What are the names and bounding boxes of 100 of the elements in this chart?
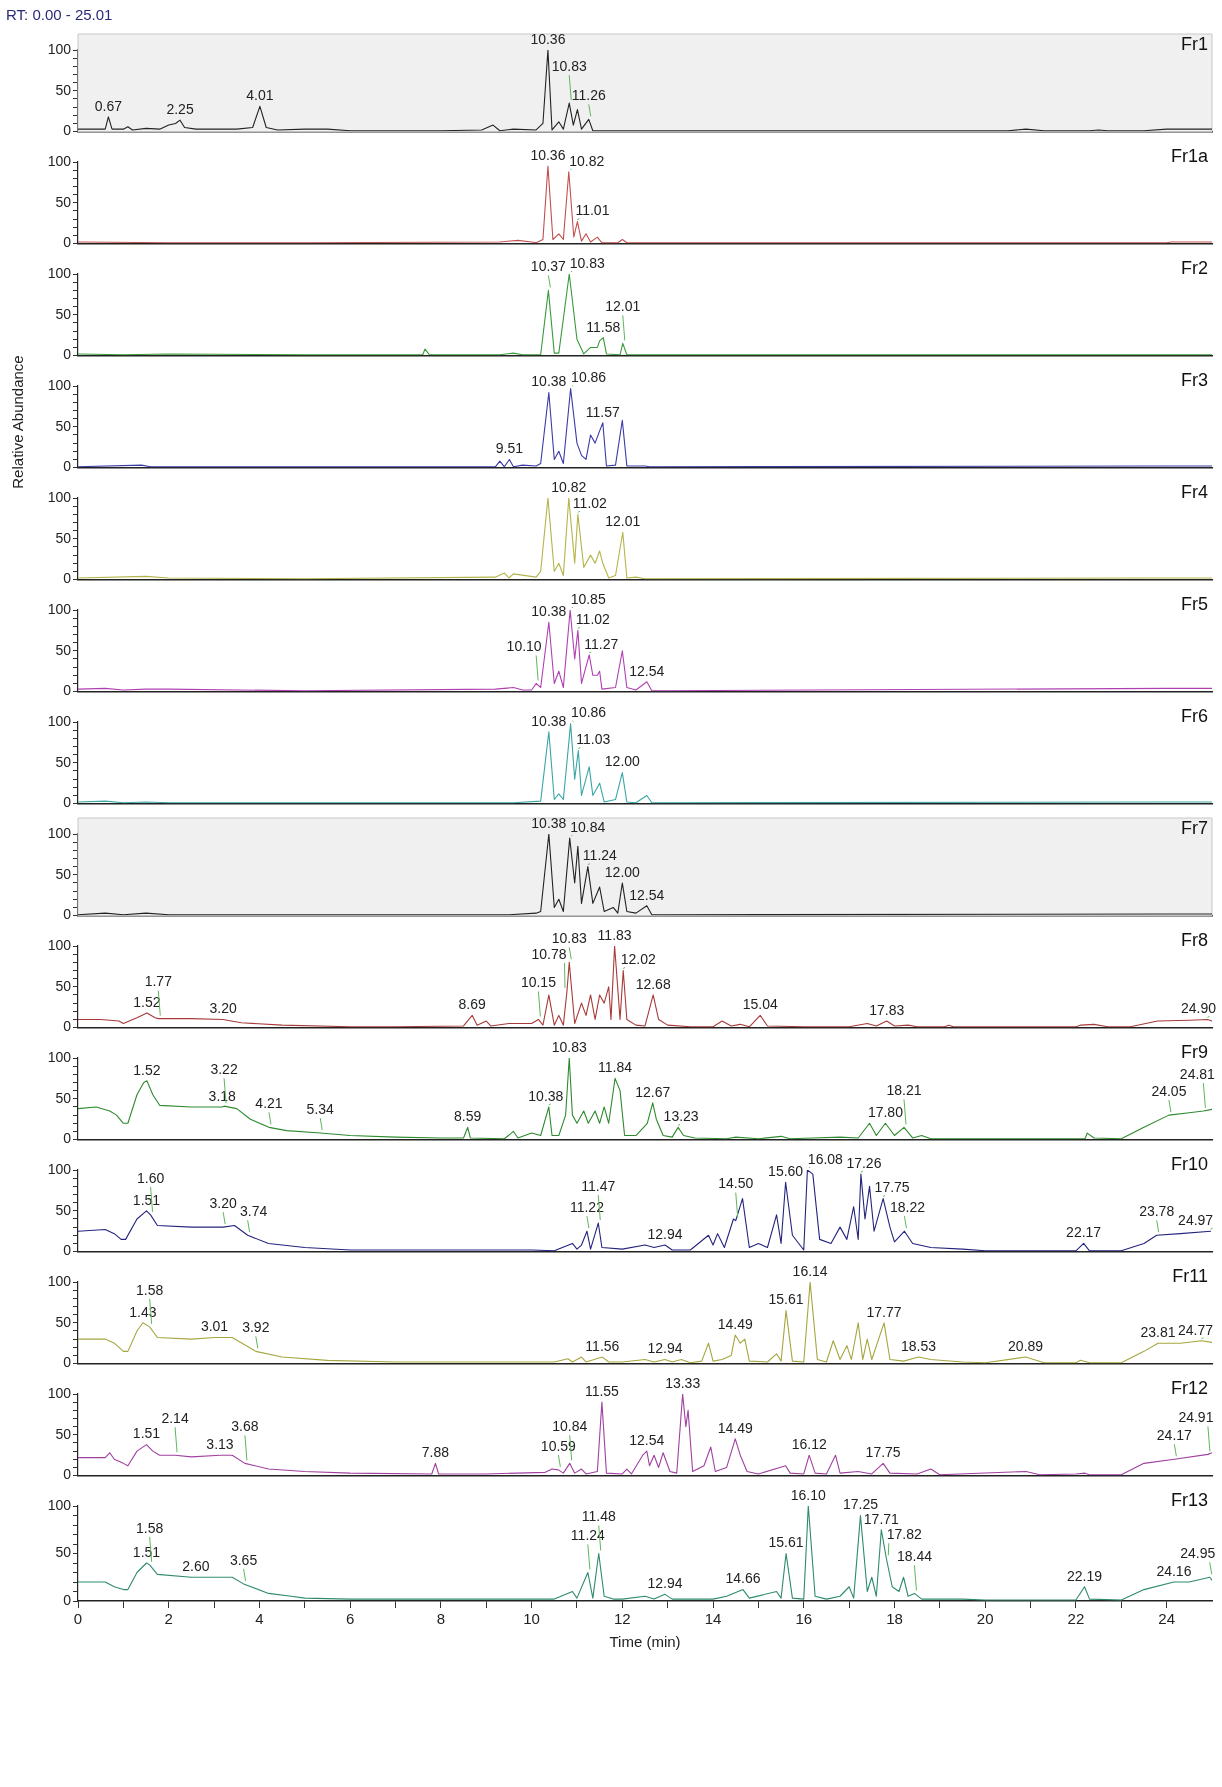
annotation: 24.91 xyxy=(1178,1409,1214,1426)
y-tick-label: 100 xyxy=(47,600,72,617)
x-tick-label: 6 xyxy=(345,1610,355,1628)
annotation: 16.08 xyxy=(807,1150,844,1167)
annotation: 10.82 xyxy=(569,152,605,169)
annotation: 12.68 xyxy=(635,975,671,992)
y-tick-label: 50 xyxy=(55,977,72,994)
annotation: 11.02 xyxy=(572,495,608,512)
y-tick-label: 0 xyxy=(63,906,72,923)
annotation: 14.49 xyxy=(717,1315,753,1332)
annotation: 24.16 xyxy=(1156,1562,1192,1579)
annotation: 14.49 xyxy=(717,1419,753,1436)
x-tick-label: 18 xyxy=(886,1610,903,1628)
annotation: 14.50 xyxy=(718,1175,754,1192)
annotation: 24.97 xyxy=(1178,1212,1214,1229)
annotation: 3.92 xyxy=(242,1319,270,1336)
annotation: 17.26 xyxy=(846,1154,882,1171)
annotation: 17.71 xyxy=(863,1510,900,1527)
chart-title: Fr9 xyxy=(1181,1042,1208,1063)
y-tick-label: 100 xyxy=(47,1272,72,1289)
chart-title: Fr8 xyxy=(1181,930,1208,951)
annotation: 10.83 xyxy=(551,57,587,74)
annotation: 11.24 xyxy=(570,1527,606,1544)
annotation: 1.43 xyxy=(129,1303,157,1320)
chart-title: Fr10 xyxy=(1170,1154,1208,1175)
annotation: 11.83 xyxy=(597,926,632,943)
annotation: 3.22 xyxy=(210,1061,238,1077)
annotation: 1.51 xyxy=(132,1543,161,1560)
annotation: 1.58 xyxy=(136,1519,164,1536)
y-tick-label: 100 xyxy=(47,1048,72,1065)
x-tick-label: 12 xyxy=(613,1610,631,1628)
annotation: 3.65 xyxy=(229,1551,258,1568)
chart-title: Fr4 xyxy=(1181,482,1208,503)
annotation: 4.01 xyxy=(246,87,274,104)
annotation: 10.78 xyxy=(531,945,567,962)
annotation: 12.94 xyxy=(647,1225,683,1242)
annotation: 10.15 xyxy=(520,974,557,991)
annotation: 12.54 xyxy=(629,662,665,679)
y-tick-label: 50 xyxy=(55,1201,72,1218)
y-tick-label: 100 xyxy=(47,712,72,729)
annotation: 16.12 xyxy=(791,1436,827,1453)
annotation: 3.68 xyxy=(231,1418,259,1435)
annotation: 10.36 xyxy=(530,30,566,47)
y-tick-label: 50 xyxy=(55,417,72,434)
annotation: 24.05 xyxy=(1151,1082,1187,1099)
annotation: 9.51 xyxy=(495,440,524,457)
y-tick-label: 0 xyxy=(63,1466,72,1483)
x-tick-label: 16 xyxy=(795,1610,813,1628)
annotation: 16.10 xyxy=(790,1486,827,1503)
y-tick-label: 50 xyxy=(55,193,72,210)
annotation: 10.36 xyxy=(530,146,566,163)
annotation: 3.20 xyxy=(209,1194,237,1211)
x-tick-label: 4 xyxy=(255,1610,264,1628)
chart-title: Fr11 xyxy=(1172,1266,1208,1287)
annotation: 11.55 xyxy=(584,1383,620,1400)
x-tick-label: 14 xyxy=(704,1610,722,1628)
chart-title: Fr1a xyxy=(1170,146,1208,167)
annotation: 3.74 xyxy=(240,1203,268,1220)
annotation: 12.01 xyxy=(605,298,641,315)
chart-title: Fr3 xyxy=(1181,370,1208,391)
chart-title: Fr2 xyxy=(1181,258,1208,279)
y-tick-label: 100 xyxy=(47,1496,72,1513)
annotation: 5.34 xyxy=(306,1100,335,1117)
annotation: 10.38 xyxy=(531,814,567,831)
annotation: 10.38 xyxy=(528,1087,564,1104)
annotation: 22.19 xyxy=(1067,1567,1103,1584)
annotation: 12.00 xyxy=(604,863,641,880)
annotation: 10.82 xyxy=(551,478,587,495)
annotation: 10.86 xyxy=(571,369,607,386)
y-tick-label: 0 xyxy=(63,1591,72,1608)
annotation: 13.23 xyxy=(663,1108,699,1125)
chart-title: Fr5 xyxy=(1181,594,1208,615)
y-tick-label: 100 xyxy=(47,152,72,169)
y-tick-label: 100 xyxy=(47,936,72,953)
chart-title: Fr6 xyxy=(1181,706,1208,727)
annotation: 11.02 xyxy=(575,611,611,628)
annotation: 18.22 xyxy=(889,1199,926,1216)
y-tick-label: 50 xyxy=(55,305,72,322)
y-tick-label: 0 xyxy=(63,1130,72,1147)
annotation: 18.21 xyxy=(886,1082,922,1099)
annotation: 12.94 xyxy=(647,1575,683,1592)
chart-title: Fr12 xyxy=(1170,1378,1208,1399)
annotation: 3.01 xyxy=(200,1318,229,1335)
y-tick-label: 0 xyxy=(63,1242,72,1259)
annotation: 23.81 xyxy=(1140,1324,1176,1341)
y-tick-label: 100 xyxy=(47,1384,72,1401)
annotation: 17.83 xyxy=(869,1001,905,1018)
chart-title: Fr13 xyxy=(1170,1490,1208,1511)
x-tick-label: 20 xyxy=(976,1610,994,1628)
annotation: 1.58 xyxy=(136,1281,164,1298)
annotation: 3.13 xyxy=(206,1436,234,1453)
annotation: 12.01 xyxy=(605,513,641,530)
annotation: 17.82 xyxy=(886,1526,923,1543)
y-axis-title: Relative Abundance xyxy=(8,355,26,489)
annotation: 10.38 xyxy=(531,712,567,729)
annotation: 10.84 xyxy=(570,818,606,835)
annotation: 15.61 xyxy=(768,1291,804,1308)
annotation: 10.86 xyxy=(571,704,607,721)
y-tick-label: 100 xyxy=(47,264,72,281)
annotation: 10.83 xyxy=(569,254,605,271)
